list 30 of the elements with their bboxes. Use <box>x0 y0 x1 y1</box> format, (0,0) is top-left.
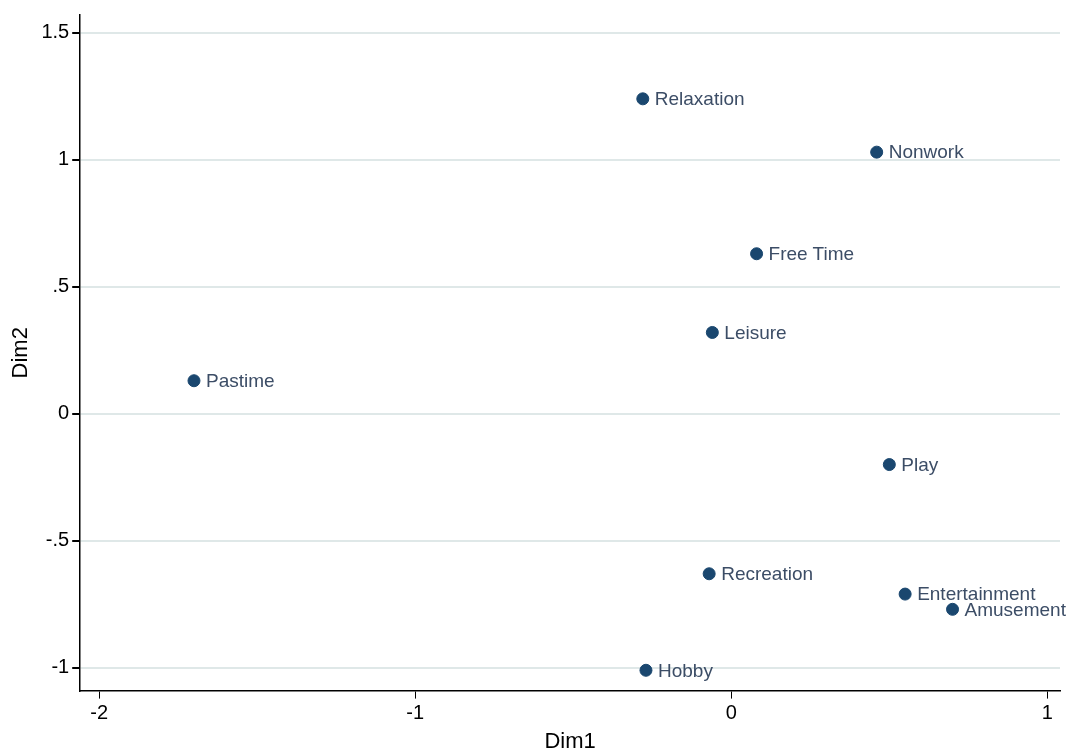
y-tick-label: .5 <box>52 274 70 297</box>
annotation: Leisure <box>724 321 787 343</box>
annotation: Pastime <box>205 369 275 391</box>
point <box>870 145 884 159</box>
point <box>882 458 896 472</box>
point <box>705 325 719 339</box>
annotation: Free Time <box>768 242 855 264</box>
point <box>639 663 653 677</box>
y-tick-label: 1 <box>58 147 70 170</box>
x-tick-label: -1 <box>406 701 425 724</box>
point <box>898 587 912 601</box>
x-tick-label: -2 <box>90 701 109 724</box>
annotation: Hobby <box>657 659 714 681</box>
x-tick-label: 0 <box>725 701 737 724</box>
point <box>702 567 716 581</box>
y-tick-label: 0 <box>58 401 70 424</box>
x-axis-title: Dim1 <box>544 727 596 753</box>
y-tick-label: -.5 <box>45 528 70 551</box>
annotation: Nonwork <box>888 141 965 163</box>
x-tick-label: 1 <box>1041 701 1053 724</box>
annotation: Relaxation <box>654 88 745 110</box>
point <box>636 92 650 106</box>
point <box>187 374 201 388</box>
point <box>750 247 764 261</box>
y-tick-label: 1.5 <box>41 20 70 43</box>
y-axis-title: Dim2 <box>7 327 33 379</box>
annotation: Recreation <box>721 563 814 584</box>
point <box>946 602 960 616</box>
y-tick-label: -1 <box>51 655 70 678</box>
annotation: Play <box>901 453 939 475</box>
